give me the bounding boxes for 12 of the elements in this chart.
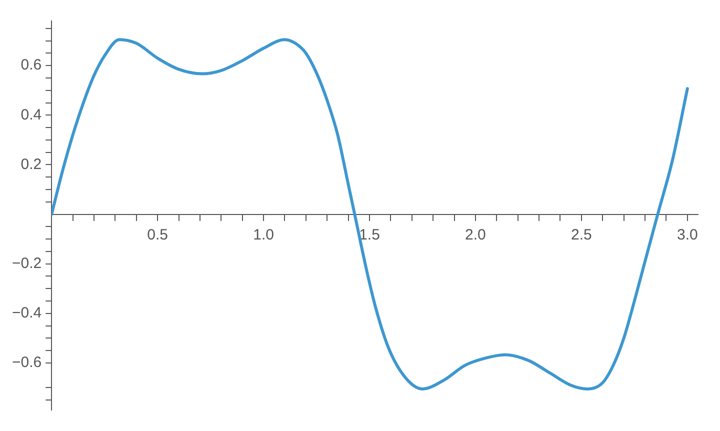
- x-tick-label: 1.5: [359, 226, 380, 244]
- x-tick-label: 1.0: [253, 226, 274, 244]
- y-tick-label: 0.6: [20, 56, 42, 74]
- y-tick-label: 0.4: [20, 106, 42, 124]
- x-tick-label: 3.0: [676, 226, 698, 244]
- x-tick-label: 2.0: [465, 226, 486, 244]
- x-tick-label: 2.5: [571, 226, 592, 244]
- y-tick-label: −0.4: [12, 304, 42, 322]
- x-tick-label: 0.5: [147, 226, 168, 244]
- y-tick-label: 0.2: [20, 156, 42, 173]
- y-tick-label: −0.6: [12, 354, 42, 372]
- y-tick-label: −0.2: [12, 254, 42, 272]
